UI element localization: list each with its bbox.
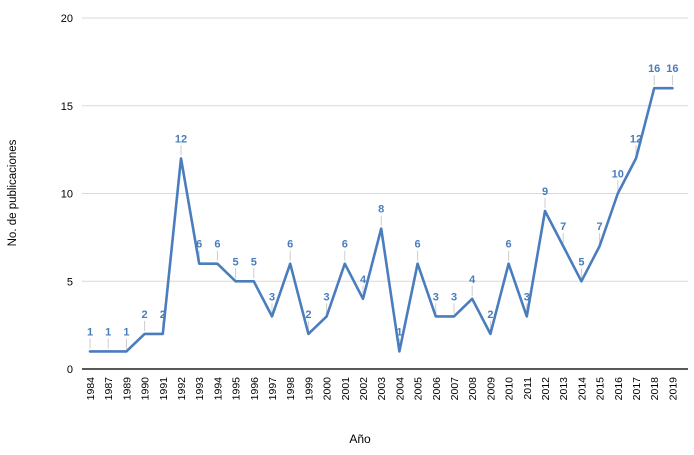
data-label: 8 bbox=[378, 204, 384, 216]
data-label: 3 bbox=[524, 291, 530, 303]
data-label: 16 bbox=[648, 63, 660, 75]
data-label: 7 bbox=[597, 221, 603, 233]
data-label: 3 bbox=[451, 291, 457, 303]
data-label: 7 bbox=[560, 221, 566, 233]
x-tick-label: 2000 bbox=[322, 377, 334, 401]
data-label: 1 bbox=[105, 326, 111, 338]
x-tick-label: 2014 bbox=[576, 377, 588, 401]
x-tick-label: 2010 bbox=[504, 377, 516, 401]
data-label: 6 bbox=[415, 239, 421, 251]
x-tick-label: 1999 bbox=[303, 377, 315, 401]
data-label: 5 bbox=[233, 256, 239, 268]
x-tick-label: 2017 bbox=[631, 377, 643, 401]
y-axis-title: No. de publicaciones bbox=[7, 139, 19, 246]
data-label: 9 bbox=[542, 186, 548, 198]
x-tick-label: 1995 bbox=[231, 377, 243, 401]
x-tick-label: 1984 bbox=[85, 377, 97, 401]
data-label: 6 bbox=[214, 239, 220, 251]
x-tick-label: 1993 bbox=[194, 377, 206, 401]
data-label: 5 bbox=[578, 256, 584, 268]
x-tick-label: 2008 bbox=[467, 377, 479, 401]
data-label: 2 bbox=[142, 309, 148, 321]
data-label: 10 bbox=[612, 169, 624, 181]
series-line-publicaciones bbox=[88, 86, 674, 353]
data-label: 6 bbox=[342, 239, 348, 251]
y-tick-label: 0 bbox=[67, 364, 73, 376]
x-tick-label: 2019 bbox=[667, 377, 679, 401]
x-tick-label: 2003 bbox=[376, 377, 388, 401]
data-label: 16 bbox=[666, 63, 678, 75]
data-label: 6 bbox=[196, 239, 202, 251]
x-tick-label: 1987 bbox=[103, 377, 115, 401]
x-tick-label: 2011 bbox=[522, 377, 534, 400]
x-tick-label: 2018 bbox=[649, 377, 661, 401]
x-tick-label: 2005 bbox=[413, 377, 425, 401]
x-tick-label: 2015 bbox=[595, 377, 607, 401]
data-label: 6 bbox=[506, 239, 512, 251]
y-tick-label: 15 bbox=[61, 101, 73, 113]
y-tick-label: 20 bbox=[61, 13, 73, 25]
data-label: 1 bbox=[87, 326, 93, 338]
x-tick-label: 1996 bbox=[249, 377, 261, 401]
x-tick-label: 2001 bbox=[340, 377, 352, 401]
x-tick-label: 2002 bbox=[358, 377, 370, 401]
x-tick-label: 1990 bbox=[140, 377, 152, 401]
data-label: 1 bbox=[123, 326, 129, 338]
data-label: 3 bbox=[269, 291, 275, 303]
data-label: 3 bbox=[324, 291, 330, 303]
data-label: 12 bbox=[175, 133, 187, 145]
x-tick-label: 2006 bbox=[431, 377, 443, 401]
x-tick-label: 2004 bbox=[394, 377, 406, 401]
data-label: 4 bbox=[360, 274, 367, 286]
data-label: 6 bbox=[287, 239, 293, 251]
x-tick-label: 1992 bbox=[176, 377, 188, 401]
x-tick-label: 2009 bbox=[485, 377, 497, 401]
data-label: 12 bbox=[630, 133, 642, 145]
x-tick-label: 2012 bbox=[540, 377, 552, 401]
x-tick-label: 1997 bbox=[267, 377, 279, 401]
x-tick-label: 1994 bbox=[212, 377, 224, 401]
y-tick-label: 10 bbox=[61, 189, 73, 201]
x-tick-label: 2016 bbox=[613, 377, 625, 401]
x-tick-label: 1998 bbox=[285, 377, 297, 401]
x-tick-label: 2007 bbox=[449, 377, 461, 401]
data-label: 4 bbox=[469, 274, 476, 286]
x-tick-label: 1991 bbox=[158, 377, 170, 401]
data-label: 2 bbox=[487, 309, 493, 321]
data-label: 3 bbox=[433, 291, 439, 303]
y-tick-label: 5 bbox=[67, 276, 73, 288]
x-tick-label: 2013 bbox=[558, 377, 570, 401]
data-label: 1 bbox=[396, 326, 402, 338]
data-label: 5 bbox=[251, 256, 257, 268]
x-tick-label: 1989 bbox=[121, 377, 133, 401]
data-label: 2 bbox=[305, 309, 311, 321]
x-axis-title: Año bbox=[349, 432, 371, 446]
data-label: 2 bbox=[160, 309, 166, 321]
